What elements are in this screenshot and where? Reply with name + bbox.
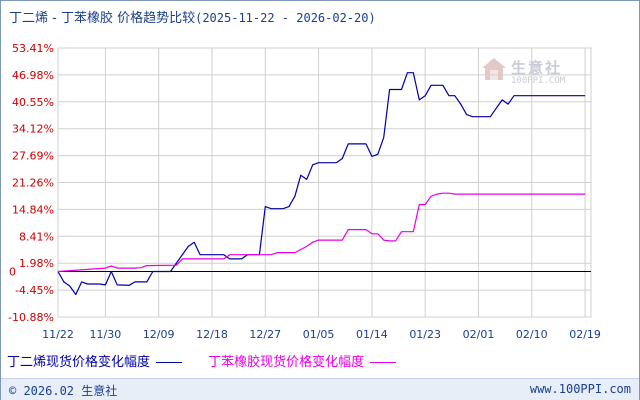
y-tick-label: 40.55%: [12, 96, 54, 109]
y-tick-label: 8.41%: [19, 230, 54, 243]
x-tick-label: 11/22: [42, 328, 74, 341]
y-tick-label: 53.41%: [12, 42, 54, 55]
y-tick-label: 27.69%: [12, 150, 54, 163]
x-tick-label: 01/23: [409, 328, 441, 341]
y-tick-label: 1.98%: [19, 257, 54, 270]
title-date-range: (2025-11-22 - 2026-02-20): [195, 11, 376, 25]
footer-site-link[interactable]: www.100PPI.com: [529, 382, 631, 396]
legend-item-series1: 丁二烯现货价格变化幅度: [7, 351, 183, 370]
footer-bar: © 2026.02 生意社 www.100PPI.com: [1, 378, 639, 400]
x-tick-label: 02/10: [516, 328, 548, 341]
x-tick-label: 12/27: [249, 328, 281, 341]
x-tick-label: 01/14: [356, 328, 388, 341]
x-tick-label: 12/09: [143, 328, 175, 341]
zero-label: 0: [9, 265, 16, 278]
x-tick-label: 12/18: [196, 328, 228, 341]
chart-legend: 丁二烯现货价格变化幅度 丁苯橡胶现货价格变化幅度: [7, 351, 418, 370]
watermark-url: 100PPI.COM: [511, 76, 566, 86]
chart-title: 丁二烯 - 丁苯橡胶 价格趋势比较(2025-11-22 - 2026-02-2…: [9, 7, 376, 26]
legend-label-series2: 丁苯橡胶现货价格变化幅度: [208, 355, 365, 370]
series-line-1: [57, 72, 586, 296]
y-tick-label: 21.26%: [12, 177, 54, 190]
x-tick-label: 11/30: [90, 328, 122, 341]
y-tick-label: 46.98%: [12, 69, 54, 82]
legend-item-series2: 丁苯橡胶现货价格变化幅度: [208, 351, 397, 370]
line-chart: 53.41% 46.98% 40.55% 34.12% 27.69% 21.26% 14.8…: [8, 42, 601, 341]
legend-swatch-series2: [370, 362, 397, 363]
y-tick-label: 14.84%: [12, 203, 54, 216]
series-line-2: [57, 192, 586, 273]
title-main: 丁二烯 - 丁苯橡胶 价格趋势比较: [9, 11, 196, 26]
y-tick-label: -10.88%: [8, 311, 54, 324]
legend-swatch-series1: [156, 362, 183, 363]
watermark-name: 生意社: [511, 59, 563, 77]
footer-copyright: © 2026.02 生意社: [9, 384, 118, 398]
x-tick-label: 02/19: [569, 328, 601, 341]
legend-label-series1: 丁二烯现货价格变化幅度: [7, 355, 151, 370]
y-tick-label: -4.45%: [15, 284, 54, 297]
x-tick-label: 02/01: [463, 328, 495, 341]
x-tick-label: 01/05: [303, 328, 335, 341]
y-tick-label: 34.12%: [12, 123, 54, 136]
